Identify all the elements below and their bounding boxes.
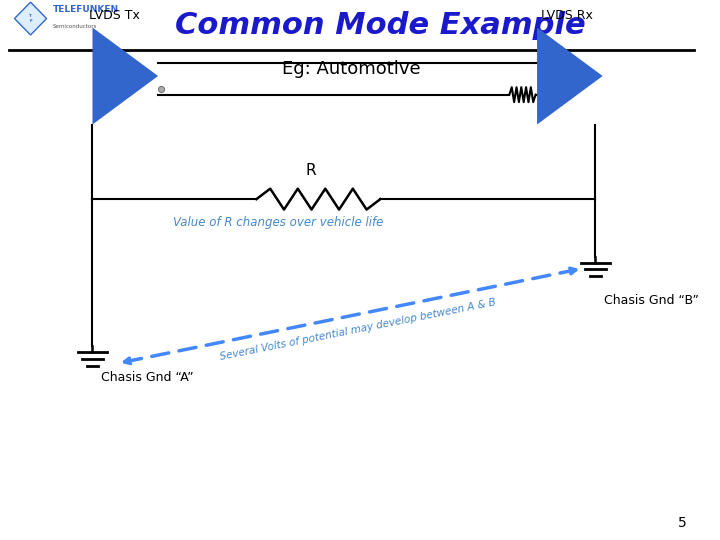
Text: 5: 5 xyxy=(678,516,686,530)
Text: Chasis Gnd “A”: Chasis Gnd “A” xyxy=(102,371,194,384)
Text: T
F: T F xyxy=(30,14,32,23)
Text: R: R xyxy=(306,163,317,178)
Polygon shape xyxy=(14,2,47,35)
Text: LVDS Rx: LVDS Rx xyxy=(541,9,593,22)
Text: Eg: Automotive: Eg: Automotive xyxy=(282,59,420,78)
Text: LVDS Tx: LVDS Tx xyxy=(89,9,140,22)
Text: Chasis Gnd “B”: Chasis Gnd “B” xyxy=(604,294,699,307)
Polygon shape xyxy=(537,28,603,125)
Polygon shape xyxy=(92,28,158,125)
Text: Common Mode Example: Common Mode Example xyxy=(175,11,585,40)
Text: Semiconductors: Semiconductors xyxy=(53,24,96,29)
Text: Several Volts of potential may develop between A & B: Several Volts of potential may develop b… xyxy=(220,298,498,362)
Text: TELEFUNKEN: TELEFUNKEN xyxy=(53,5,119,14)
Text: Value of R changes over vehicle life: Value of R changes over vehicle life xyxy=(173,215,384,228)
